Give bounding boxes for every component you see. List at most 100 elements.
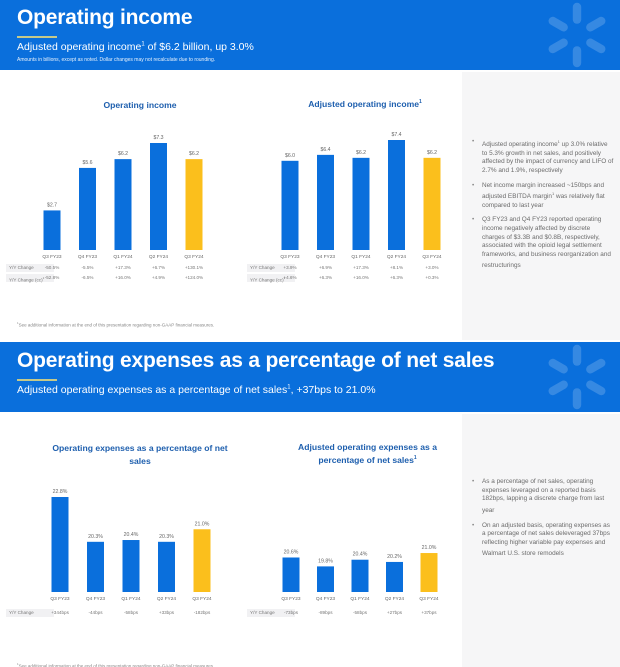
yoy-value: +130.1% [184, 265, 204, 270]
yoy-row: Y/Y Change (cc)1 +4.6% +6.3% +16.0% +6.3% +0.… [247, 274, 462, 283]
data-label: $6.2 [118, 151, 128, 157]
yoy-value: +4.9% [151, 275, 166, 280]
yoy-value: -5.5% [81, 265, 94, 270]
bar-q2-fy24 [386, 561, 403, 592]
bar-q3-fy24 [193, 529, 211, 592]
bar-q3-fy23 [281, 160, 299, 250]
yoy-value: +17.3% [115, 265, 131, 270]
bar-q4-fy23 [317, 154, 334, 250]
yoy-row-label: Y/Y Change [6, 609, 54, 617]
section-title: Operating expenses as a percentage of ne… [17, 349, 495, 372]
footnote-text: See additional information at the end of… [18, 322, 215, 328]
bullet-text: As a percentage of net sales, operating … [482, 478, 605, 514]
yoy-value: -58bps [352, 610, 368, 615]
yoy-value: +16.0% [353, 275, 369, 280]
bullet-text: Net income margin increased ~150bps and … [482, 181, 605, 201]
yoy-value: -58bps [123, 610, 139, 615]
subtitle-text: of $6.2 billion, up 3.0% [144, 41, 254, 53]
footnote-non-gaap: 1See additional information at the end o… [17, 662, 214, 667]
section-subtitle: Adjusted operating expenses as a percent… [17, 384, 376, 396]
footnote-marker: 1 [17, 662, 19, 666]
x-tick-label: Q4 FY23 [316, 596, 336, 602]
section-title: Operating income [17, 6, 193, 29]
x-tick-label: Q3 FY23 [280, 254, 300, 260]
yoy-value: -50.5% [44, 265, 60, 270]
x-tick-label: Q1 FY24 [121, 596, 141, 602]
subtitle-text: Adjusted operating expenses as a percent… [17, 384, 288, 396]
chart-title-operating-income: Operating income [60, 98, 220, 111]
chart-title-text: Operating income [103, 99, 177, 110]
footnote-text: See additional information at the end of… [18, 663, 215, 667]
data-label: 20.2% [387, 554, 402, 560]
subtitle-text: , +37bps to 21.0% [290, 384, 376, 396]
x-tick-label: Q4 FY23 [78, 254, 98, 260]
x-tick-label: Q4 FY23 [316, 254, 336, 260]
yoy-value: +16.0% [115, 275, 131, 280]
footnote-non-gaap: 1See additional information at the end o… [17, 321, 214, 328]
bar-q2-fy24 [150, 143, 167, 250]
commentary-bullet: As a percentage of net sales, operating … [472, 478, 614, 516]
title-underline [17, 36, 57, 38]
bullet-text: Q3 FY23 and Q4 FY23 reported operating i… [482, 216, 611, 270]
bar-q3-fy23 [51, 497, 69, 592]
yoy-value: -182bps [193, 610, 211, 615]
footnote-marker: 1 [42, 276, 45, 280]
data-label: $6.2 [427, 150, 437, 156]
bar-q3-fy23 [282, 557, 300, 592]
yoy-value: -89bps [318, 610, 333, 615]
yoy-value: +3.9% [283, 265, 297, 270]
bullet-text: up 3.0% relative to 5.3% growth in net s… [482, 141, 614, 174]
bar-q4-fy23 [317, 566, 334, 592]
yoy-value: +6.3% [389, 275, 404, 280]
section-banner-operating-expenses: Operating expenses as a percentage of ne… [0, 342, 620, 412]
data-label: $6.2 [356, 150, 366, 156]
data-label: 20.4% [124, 532, 139, 538]
bar-q2-fy24 [158, 541, 175, 592]
chart-title-opex-pct: Operating expenses as a percentage of ne… [50, 443, 230, 467]
yoy-value: +4.6% [283, 275, 297, 280]
footnote-marker: 1 [419, 99, 422, 105]
x-tick-label: Q3 FY23 [42, 254, 62, 260]
yoy-row: Y/Y Change +3.9% +6.9% +17.3% +8.1% +3.0% [247, 264, 462, 273]
x-tick-label: Q3 FY23 [50, 596, 70, 602]
bar-q1-fy24 [351, 559, 369, 592]
x-tick-label: Q3 FY24 [192, 596, 212, 602]
x-tick-label: Q1 FY24 [351, 254, 371, 260]
data-label: $6.4 [320, 147, 330, 153]
yoy-row: Y/Y Change -73bps -89bps -58bps +27bps +37bps [247, 609, 462, 618]
footnote-marker: 1 [287, 384, 291, 391]
yoy-value: +8.1% [389, 265, 404, 270]
yoy-value: +6.3% [318, 275, 333, 280]
data-label: $7.4 [391, 132, 401, 138]
walmart-spark-icon [548, 2, 606, 68]
yoy-value: +3.0% [425, 265, 439, 270]
x-tick-label: Q3 FY24 [419, 596, 439, 602]
chart-title-text: Operating expenses as a percentage of ne… [52, 443, 228, 466]
yoy-table-opex-pct: Y/Y Change +344bps -44bps -58bps +33bps -182b… [6, 609, 236, 619]
footnote-marker: 1 [413, 455, 417, 461]
yoy-row: Y/Y Change -50.5% -5.5% +17.3% +6.7% +130.1% [6, 264, 236, 273]
x-tick-label: Q2 FY24 [385, 596, 405, 602]
yoy-row-label: Y/Y Change (cc)1 [247, 274, 295, 283]
x-tick-label: Q2 FY24 [157, 596, 177, 602]
yoy-value: -44bps [88, 610, 103, 615]
footnote-marker: 1 [141, 41, 145, 48]
title-underline [17, 379, 57, 381]
bar-q1-fy24 [122, 540, 140, 592]
yoy-row-label: Y/Y Change [6, 264, 54, 272]
data-label: 22.8% [53, 489, 68, 495]
x-tick-label: Q2 FY24 [387, 254, 407, 260]
yoy-value: +17.3% [353, 265, 369, 270]
data-label: 20.3% [159, 534, 174, 540]
commentary-bullet: Q3 FY23 and Q4 FY23 reported operating i… [472, 216, 614, 271]
bar-q1-fy24 [352, 157, 370, 250]
data-label: 20.6% [284, 549, 299, 555]
yoy-value: +344bps [51, 610, 69, 615]
bullet-text: Adjusted operating income [482, 141, 558, 149]
walmart-spark-icon [548, 344, 606, 410]
data-label: $6.0 [285, 153, 295, 159]
yoy-value: -6.5% [81, 275, 94, 280]
bar-q3-fy23 [43, 210, 61, 250]
yoy-value: -73bps [283, 610, 299, 615]
data-label: $2.7 [47, 202, 57, 208]
